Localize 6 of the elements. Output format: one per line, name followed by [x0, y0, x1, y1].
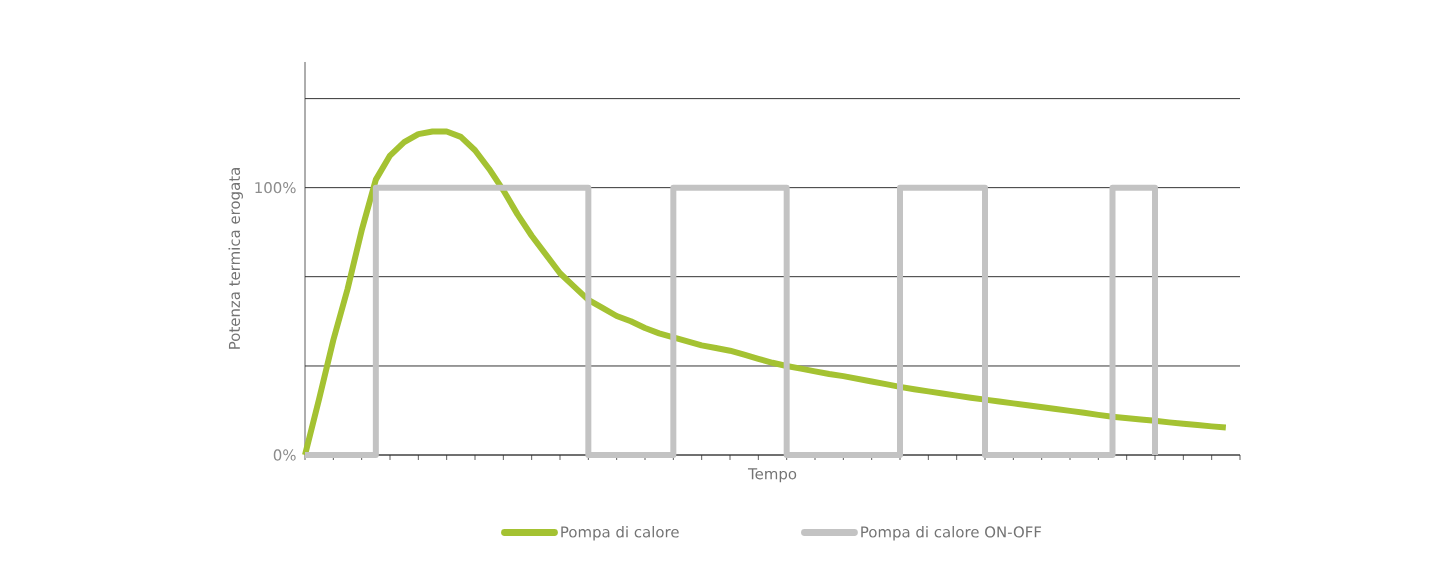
- y-axis-title: Potenza termica erogata: [228, 168, 243, 349]
- y-tick-label: 100%: [255, 182, 296, 194]
- legend-label: Pompa di calore ON-OFF: [861, 526, 1042, 541]
- legend-label: Pompa di calore: [561, 526, 679, 541]
- y-tick-label: 0%: [273, 449, 296, 461]
- x-axis-title: Tempo: [747, 468, 797, 483]
